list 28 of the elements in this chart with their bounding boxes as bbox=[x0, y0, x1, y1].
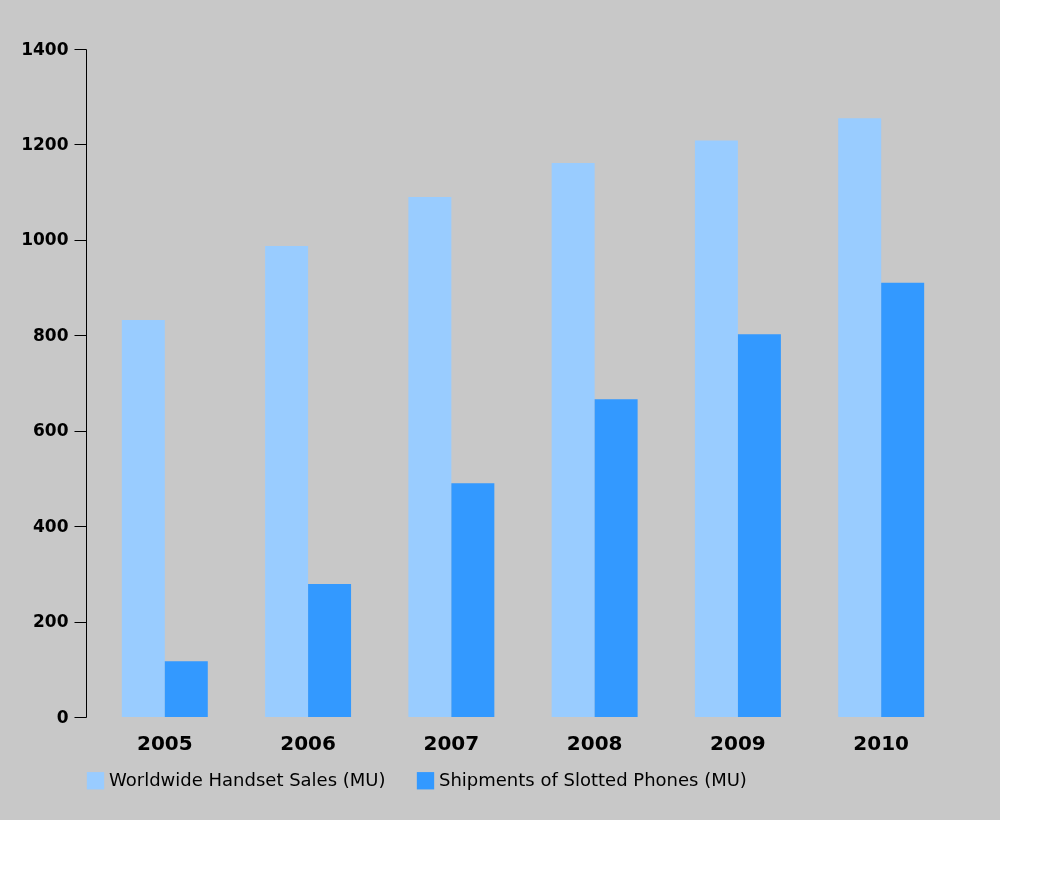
y-tick-label: 0 bbox=[56, 706, 69, 727]
bar bbox=[594, 399, 638, 717]
y-tick-label: 1000 bbox=[21, 229, 69, 250]
legend-label: Shipments of Slotted Phones (MU) bbox=[439, 768, 747, 790]
bar bbox=[164, 661, 208, 717]
y-tick-label: 200 bbox=[33, 611, 69, 632]
bar bbox=[265, 246, 309, 717]
x-tick-label: 2007 bbox=[423, 730, 480, 755]
bar bbox=[551, 163, 595, 717]
bar bbox=[694, 140, 738, 717]
y-tick-label: 400 bbox=[33, 515, 69, 536]
bar bbox=[121, 320, 165, 717]
bar bbox=[308, 583, 352, 717]
bar bbox=[408, 196, 452, 717]
x-tick-label: 2005 bbox=[136, 730, 193, 755]
x-tick-label: 2006 bbox=[280, 730, 336, 755]
legend-label: Worldwide Handset Sales (MU) bbox=[109, 768, 386, 790]
y-tick-label: 800 bbox=[33, 324, 69, 345]
x-tick-label: 2010 bbox=[853, 730, 910, 755]
bar bbox=[838, 118, 882, 717]
y-tick-label: 1400 bbox=[21, 38, 69, 59]
x-tick-label: 2008 bbox=[566, 730, 623, 755]
x-tick-label: 2009 bbox=[710, 730, 766, 755]
bar bbox=[737, 334, 781, 717]
bar bbox=[451, 483, 495, 717]
y-tick-label: 600 bbox=[33, 420, 69, 441]
y-tick-label: 1200 bbox=[21, 133, 69, 154]
bar bbox=[881, 282, 925, 717]
